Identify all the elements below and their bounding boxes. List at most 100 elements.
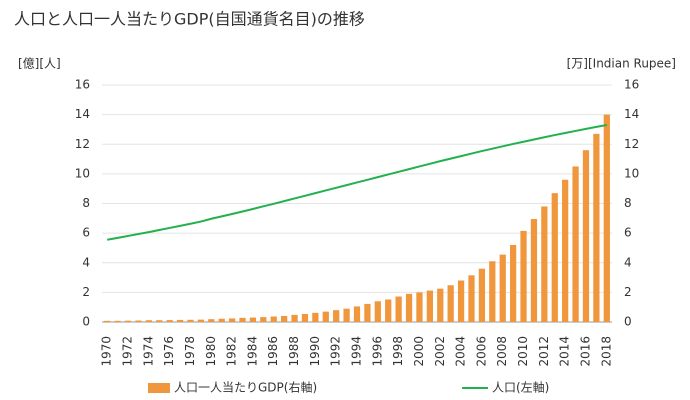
bar: [301, 314, 309, 322]
y-tick-label: 14: [75, 107, 90, 121]
x-tick-label: 1974: [141, 336, 155, 367]
x-tick-label: 1984: [245, 336, 259, 367]
bar: [395, 296, 402, 322]
y2-axis-label: [万][Indian Rupee]: [567, 57, 676, 71]
x-tick-label: 2000: [412, 336, 426, 367]
bar: [270, 316, 277, 322]
y2-tick-label: 10: [624, 166, 639, 180]
bar: [562, 179, 569, 322]
bar: [343, 308, 350, 322]
y2-tick-label: 4: [624, 255, 632, 269]
bar: [249, 317, 257, 322]
x-tick-label: 1978: [183, 336, 197, 367]
x-tick-label: 1990: [308, 336, 322, 367]
x-tick-label: 1986: [266, 336, 280, 367]
y2-tick-label: 12: [624, 137, 639, 151]
bar: [197, 319, 204, 322]
bar: [478, 268, 486, 322]
legend-label: 人口一人当たりGDP(右軸): [174, 380, 317, 395]
chart-title: 人口と人口一人当たりGDP(自国通貨名目)の推移: [14, 10, 365, 29]
bar: [353, 306, 361, 322]
bar: [239, 317, 246, 322]
bar: [218, 318, 225, 322]
bar: [114, 320, 121, 322]
bar: [291, 314, 298, 322]
x-tick-label: 2006: [474, 336, 488, 367]
bar: [364, 303, 371, 322]
bar: [520, 230, 527, 322]
y-tick-label: 2: [82, 285, 90, 299]
y2-tick-label: 8: [624, 196, 632, 210]
bar: [593, 133, 600, 322]
bar: [551, 193, 558, 322]
bar: [333, 310, 340, 322]
bar: [208, 319, 215, 322]
bar: [447, 285, 454, 322]
bar: [582, 150, 590, 322]
x-tick-label: 1996: [370, 336, 384, 367]
y-tick-label: 16: [75, 78, 90, 92]
bar: [156, 320, 163, 322]
y-tick-label: 8: [82, 196, 90, 210]
y2-tick-label: 0: [624, 315, 632, 329]
y2-tick-label: 14: [624, 107, 639, 121]
bar: [572, 166, 579, 322]
legend-label: 人口(左軸): [492, 380, 549, 395]
x-tick-label: 2016: [578, 336, 592, 367]
bar: [437, 288, 444, 322]
bar: [281, 315, 288, 322]
y-tick-label: 6: [82, 226, 90, 240]
x-tick-label: 1980: [204, 336, 218, 367]
y2-tick-label: 6: [624, 226, 632, 240]
bar: [530, 219, 538, 322]
bar: [322, 311, 329, 322]
bar: [166, 320, 173, 322]
x-tick-label: 1976: [162, 336, 176, 367]
bar: [426, 290, 433, 322]
bar: [176, 319, 184, 322]
x-tick-label: 2004: [454, 336, 468, 367]
bar: [489, 261, 496, 322]
bar: [603, 114, 610, 322]
x-tick-label: 1972: [121, 336, 135, 367]
bar: [457, 280, 465, 322]
x-tick-label: 2018: [599, 336, 613, 367]
x-tick-label: 1970: [100, 336, 114, 367]
bar: [510, 244, 517, 322]
bar: [416, 292, 423, 322]
bar: [385, 299, 392, 322]
x-tick-label: 1998: [391, 336, 405, 367]
bar: [124, 320, 132, 322]
x-tick-label: 2014: [558, 336, 572, 367]
bar: [541, 206, 548, 322]
y2-tick-label: 16: [624, 78, 639, 92]
x-tick-label: 2010: [516, 336, 530, 367]
bar: [135, 320, 142, 322]
x-tick-label: 2002: [433, 336, 447, 367]
bar: [312, 312, 319, 322]
x-tick-label: 2012: [537, 336, 551, 367]
bar: [374, 301, 381, 322]
bar: [499, 254, 506, 322]
y-axis-label: [億][人]: [18, 57, 61, 71]
x-tick-label: 1988: [287, 336, 301, 367]
x-tick-label: 1994: [350, 336, 364, 367]
bar: [405, 293, 413, 322]
y-tick-label: 0: [82, 315, 90, 329]
y-tick-label: 12: [75, 137, 90, 151]
y2-tick-label: 2: [624, 285, 632, 299]
bar: [145, 320, 152, 322]
line: [107, 124, 607, 241]
bar: [468, 275, 475, 322]
x-tick-label: 2008: [495, 336, 509, 367]
bar: [228, 318, 236, 322]
y-tick-label: 4: [82, 255, 90, 269]
y-tick-label: 10: [75, 166, 90, 180]
bar: [104, 320, 111, 322]
bar: [187, 319, 194, 322]
x-tick-label: 1992: [329, 336, 343, 367]
x-tick-label: 1982: [225, 336, 239, 367]
legend-swatch: [148, 383, 170, 393]
bar: [260, 317, 267, 322]
